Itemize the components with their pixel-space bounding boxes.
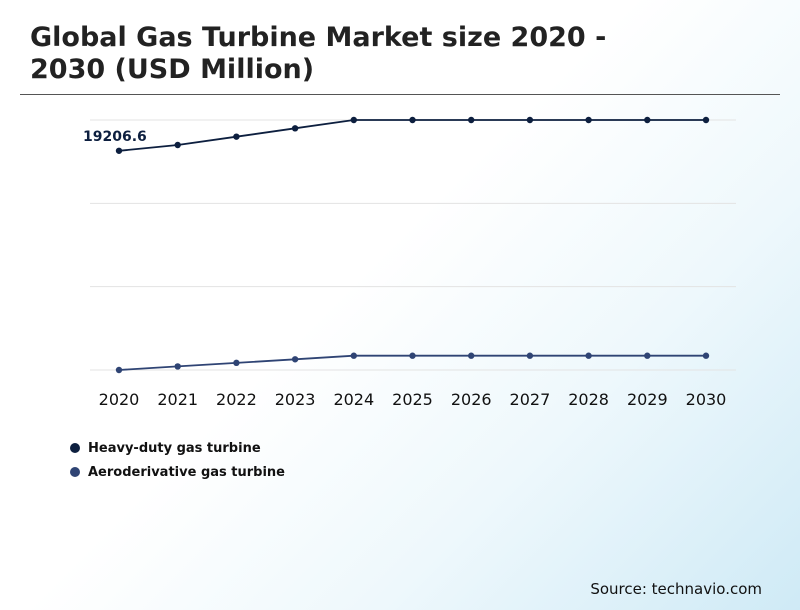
data-point [291,125,299,132]
series-lines [118,119,706,371]
legend-label: Aeroderivative gas turbine [88,464,285,480]
x-tick-label: 2022 [216,390,257,409]
x-tick-label: 2028 [568,390,609,409]
data-point [702,116,710,124]
x-tick-label: 2024 [333,390,374,409]
data-point [174,141,181,149]
x-tick-label: 2025 [392,390,433,409]
title-divider [20,94,780,95]
data-point [702,352,710,359]
data-point [233,359,240,367]
data-point [350,116,357,124]
data-point [526,116,534,124]
data-point [233,133,240,140]
legend: Heavy-duty gas turbine Aeroderivative ga… [70,436,285,484]
data-point [409,116,416,124]
data-point [174,363,181,370]
x-tick-label: 2020 [99,390,140,409]
series-line-0 [118,119,706,152]
data-point [409,352,416,359]
data-point [115,147,123,154]
source-credit: Source: technavio.com [590,580,762,598]
data-point [468,352,475,359]
data-point [291,356,299,363]
x-tick-label: 2030 [686,390,727,409]
legend-label: Heavy-duty gas turbine [88,440,261,456]
data-labels: 19206.6 [83,129,147,145]
data-label: 19206.6 [83,129,147,145]
data-point [644,116,651,124]
legend-item-aeroderivative: Aeroderivative gas turbine [70,460,285,484]
legend-item-heavy-duty: Heavy-duty gas turbine [70,436,285,460]
x-tick-label: 2021 [157,390,198,409]
x-tick-label: 2023 [275,390,316,409]
gridlines [90,119,736,371]
x-axis-ticks: 2020 2021 2022 2023 2024 2025 2026 2027 2028 2029… [99,390,727,409]
x-tick-label: 2029 [627,390,668,409]
data-point [644,352,651,359]
data-point [350,352,357,359]
legend-marker-icon [70,467,80,477]
data-point [585,116,592,124]
data-point [585,352,592,359]
data-point [526,352,534,359]
x-tick-label: 2026 [451,390,492,409]
x-tick-label: 2027 [510,390,551,409]
data-point [468,116,475,124]
data-points [115,116,710,374]
page-title: Global Gas Turbine Market size 2020 - 20… [30,22,607,85]
legend-marker-icon [70,443,80,453]
data-point [115,366,123,374]
